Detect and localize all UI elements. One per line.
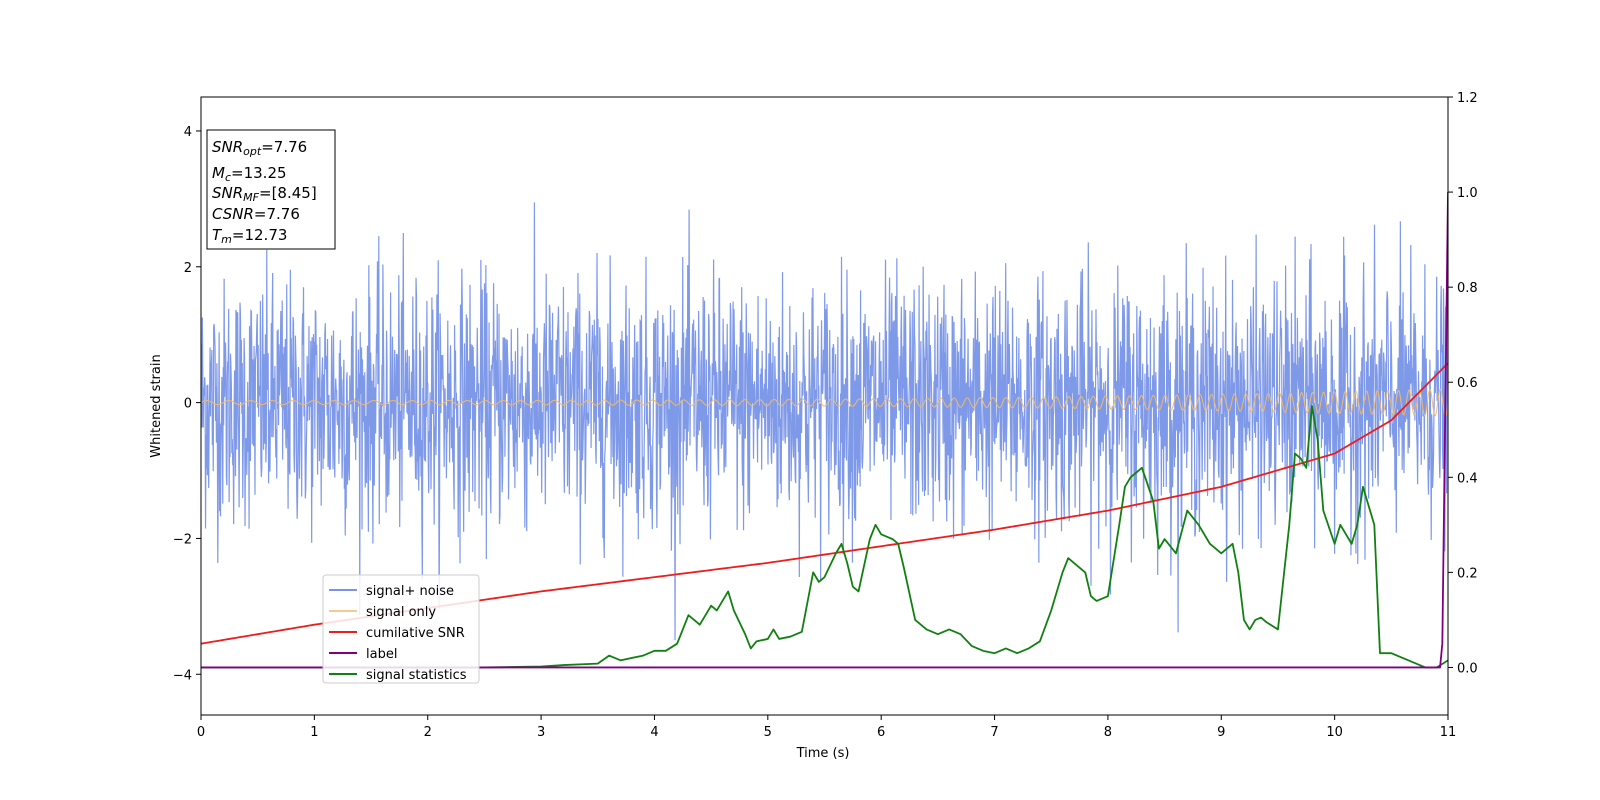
series-label bbox=[201, 192, 1448, 669]
x-tick-label: 3 bbox=[537, 725, 545, 740]
annotation-line: Mc=13.25 bbox=[212, 164, 287, 184]
x-tick-label: 8 bbox=[1104, 725, 1112, 740]
legend-entries: signal+ noise signal only cumilative SNR la… bbox=[329, 584, 467, 683]
legend-frame bbox=[322, 574, 480, 684]
series-signal-statistics bbox=[201, 405, 1448, 669]
x-tick-label: 11 bbox=[1440, 725, 1457, 740]
annotation-line: Tm=12.73 bbox=[212, 226, 287, 246]
x-tick-label: 9 bbox=[1217, 725, 1225, 740]
y2-tick-label: 0.8 bbox=[1457, 281, 1478, 296]
x-tick-label: 0 bbox=[197, 725, 205, 740]
x-tick-label: 5 bbox=[764, 725, 772, 740]
plot-frame bbox=[200, 96, 1449, 716]
annotation-line: SNRMF=[8.45] bbox=[212, 184, 317, 204]
legend-label: cumilative SNR bbox=[366, 626, 465, 641]
y-tick-label: 4 bbox=[184, 125, 192, 140]
series-signal-only bbox=[201, 388, 1448, 417]
x-tick-label: 10 bbox=[1326, 725, 1343, 740]
y2-tick-label: 0.4 bbox=[1457, 471, 1478, 486]
annotation-box: SNRopt=7.76 Mc=13.25SNRMF=[8.45]CSNR=7.76… bbox=[206, 129, 336, 250]
annotation-lines: SNRopt=7.76 Mc=13.25SNRMF=[8.45]CSNR=7.76… bbox=[212, 138, 317, 246]
x-tick-label: 1 bbox=[310, 725, 318, 740]
y-axis-label: Whitened strain bbox=[149, 354, 164, 457]
x-tick-label: 6 bbox=[877, 725, 885, 740]
y-axis-left: −4 −2 0 2 4 bbox=[173, 125, 201, 683]
y2-tick-label: 0.6 bbox=[1457, 376, 1478, 391]
y-tick-label: 0 bbox=[184, 397, 192, 412]
legend-label: label bbox=[366, 647, 397, 662]
series-signal-noise bbox=[201, 202, 1448, 641]
legend-label: signal+ noise bbox=[366, 584, 454, 599]
annotation-line: SNRopt=7.76 bbox=[212, 138, 307, 158]
x-axis: 0 1 2 3 4 5 6 7 8 9 10 11 bbox=[197, 715, 1456, 740]
y2-tick-label: 1.2 bbox=[1457, 91, 1478, 106]
y2-tick-label: 0.0 bbox=[1457, 661, 1478, 676]
legend-label: signal statistics bbox=[366, 668, 467, 683]
y-tick-label: 2 bbox=[184, 261, 192, 276]
y2-tick-label: 0.2 bbox=[1457, 566, 1478, 581]
legend: signal+ noise signal only cumilative SNR la… bbox=[322, 574, 480, 684]
x-tick-label: 4 bbox=[650, 725, 658, 740]
y-axis-right: 0.0 0.2 0.4 0.6 0.8 1.0 1.2 bbox=[1448, 91, 1478, 676]
annotation-line: CSNR=7.76 bbox=[212, 205, 300, 223]
x-tick-label: 2 bbox=[424, 725, 432, 740]
y2-tick-label: 1.0 bbox=[1457, 186, 1478, 201]
y-tick-label: −4 bbox=[173, 668, 192, 683]
annotation-frame bbox=[206, 129, 336, 250]
y-tick-label: −2 bbox=[173, 532, 192, 547]
x-axis-label: Time (s) bbox=[796, 746, 850, 761]
legend-label: signal only bbox=[366, 605, 436, 620]
x-tick-label: 7 bbox=[990, 725, 998, 740]
